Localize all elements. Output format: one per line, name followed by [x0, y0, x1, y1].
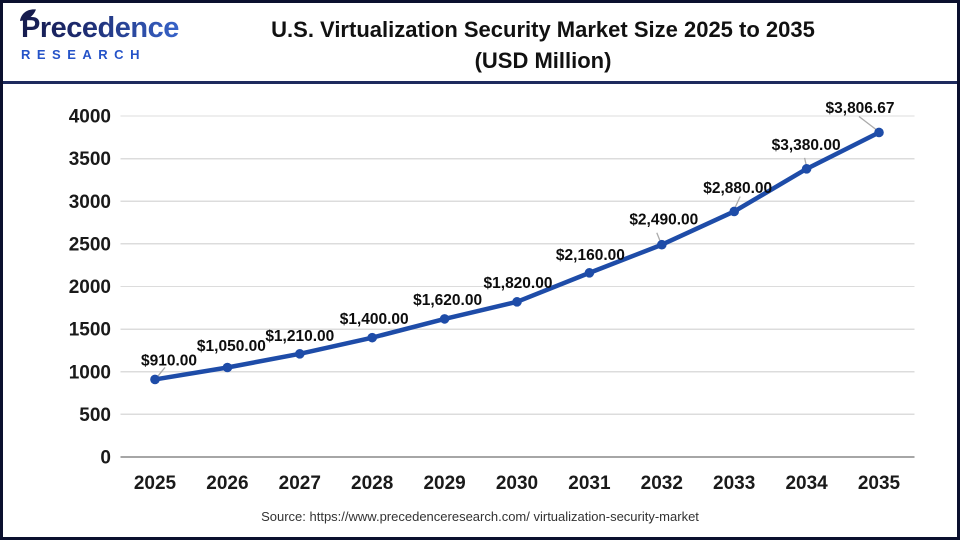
- logo-subtitle: RESEARCH: [21, 47, 146, 62]
- x-tick-label: 2033: [713, 473, 755, 494]
- data-point: [295, 349, 305, 359]
- y-tick-label: 1000: [69, 362, 111, 383]
- data-label: $1,050.00: [197, 338, 266, 355]
- y-tick-label: 3000: [69, 192, 111, 213]
- logo-wordmark: Precedence: [21, 14, 191, 43]
- data-point: [801, 164, 812, 174]
- y-tick-label: 1500: [69, 320, 111, 341]
- y-tick-label: 2500: [69, 234, 111, 255]
- chart-header: Precedence RESEARCH U.S. Virtualization …: [3, 3, 957, 80]
- data-point: [150, 374, 160, 385]
- data-point: [222, 362, 233, 373]
- y-tick-label: 500: [79, 405, 111, 426]
- data-point: [367, 332, 378, 343]
- x-tick-label: 2034: [785, 473, 828, 494]
- data-label: $3,806.67: [826, 100, 895, 117]
- data-label: $3,380.00: [772, 137, 841, 154]
- y-tick-label: 2000: [69, 277, 111, 298]
- data-label: $910.00: [141, 352, 197, 369]
- chart-title-line2: (USD Million): [474, 48, 612, 73]
- data-label: $1,400.00: [340, 311, 409, 328]
- data-point: [512, 297, 522, 307]
- x-tick-label: 2027: [279, 473, 321, 494]
- chart-title: U.S. Virtualization Security Market Size…: [143, 14, 943, 76]
- data-point: [439, 314, 450, 324]
- source-attribution: Source: https://www.precedenceresearch.c…: [261, 509, 699, 524]
- y-tick-label: 3500: [69, 149, 111, 170]
- x-tick-label: 2035: [858, 473, 901, 494]
- x-tick-label: 2030: [496, 473, 538, 494]
- data-point: [584, 268, 595, 278]
- data-label: $1,620.00: [413, 292, 482, 309]
- x-tick-label: 2029: [423, 473, 465, 494]
- x-tick-label: 2031: [568, 473, 611, 494]
- data-label: $2,490.00: [629, 212, 698, 229]
- y-tick-label: 4000: [69, 107, 111, 128]
- data-point: [874, 127, 884, 138]
- x-tick-label: 2032: [641, 473, 683, 494]
- data-label: $2,880.00: [703, 180, 772, 197]
- leaf-icon: [20, 9, 36, 21]
- data-label: $1,210.00: [265, 328, 334, 345]
- header-divider: [3, 81, 957, 84]
- label-leader-line: [858, 115, 877, 130]
- x-tick-label: 2028: [351, 473, 393, 494]
- x-tick-label: 2026: [206, 473, 248, 494]
- chart-title-line1: U.S. Virtualization Security Market Size…: [271, 17, 815, 42]
- data-label: $2,160.00: [556, 247, 625, 264]
- x-tick-label: 2025: [134, 473, 177, 494]
- data-point: [657, 239, 667, 250]
- data-point: [729, 206, 739, 217]
- chart-canvas: 0 500 1000 1500 2000 2500 3000 3500 4000 2025 2026…: [69, 100, 915, 494]
- data-label: $1,820.00: [484, 275, 553, 292]
- y-tick-label: 0: [100, 448, 111, 469]
- precedence-logo: Precedence RESEARCH: [20, 9, 191, 62]
